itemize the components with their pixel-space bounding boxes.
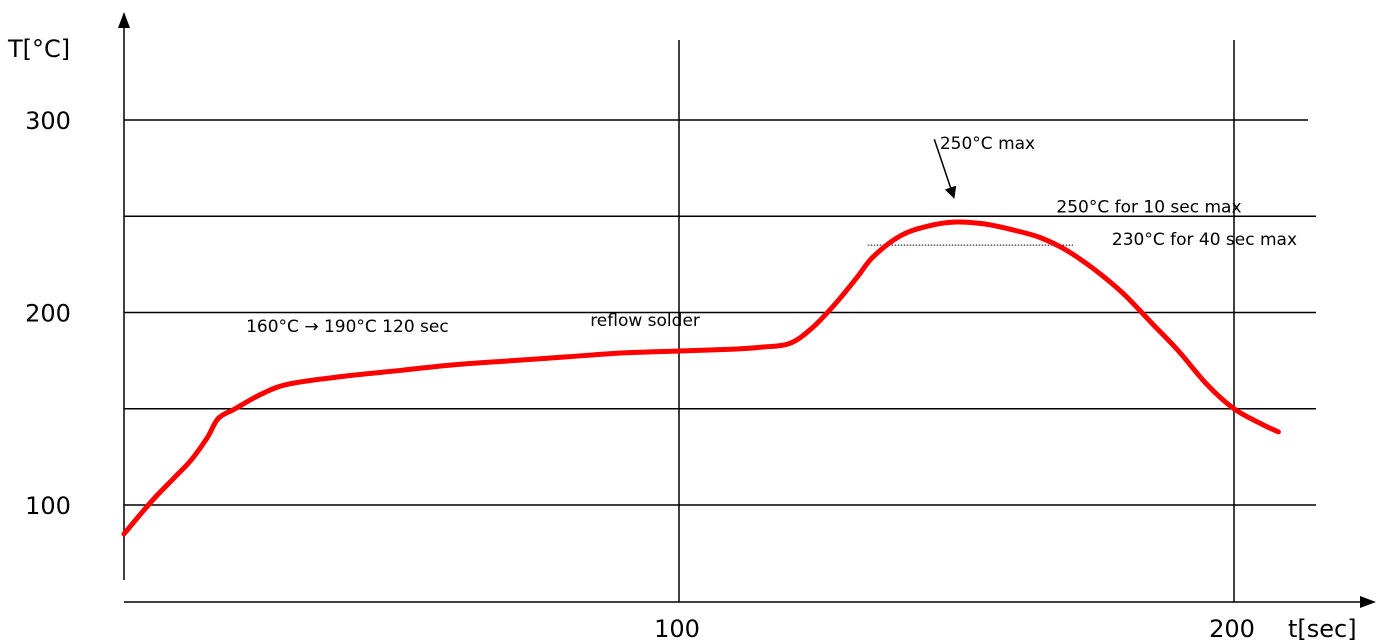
annotation-arrow-icon — [933, 139, 957, 199]
x-axis-label: t[sec] — [1288, 615, 1357, 642]
annotation-1: 160°C → 190°C 120 sec — [246, 317, 449, 337]
annotation-4: 250°C for 10 sec max — [1056, 197, 1241, 217]
y-tick-label-100: 100 — [25, 492, 71, 520]
grid — [124, 40, 1316, 602]
axes: T[°C] t[sec] — [7, 12, 1376, 642]
x-axis-arrow-icon — [1360, 596, 1376, 608]
series — [121, 219, 1281, 537]
temperature-profile-line — [121, 219, 1281, 537]
x-tick-label-100: 100 — [654, 615, 700, 642]
annotation-3: 250°C max — [940, 134, 1035, 154]
y-tick-label-300: 300 — [25, 107, 71, 135]
tick-labels: 100 200 300 100 200 — [25, 107, 1255, 642]
x-tick-label-200: 200 — [1209, 615, 1255, 642]
y-axis-label: T[°C] — [7, 35, 70, 63]
y-axis-arrow-icon — [118, 12, 130, 28]
y-tick-label-200: 200 — [25, 300, 71, 328]
annotation-2: reflow solder — [590, 311, 700, 331]
annotations: 160°C → 190°C 120 sec reflow solder 250°C … — [246, 134, 1297, 337]
annotation-5: 230°C for 40 sec max — [1112, 230, 1297, 250]
